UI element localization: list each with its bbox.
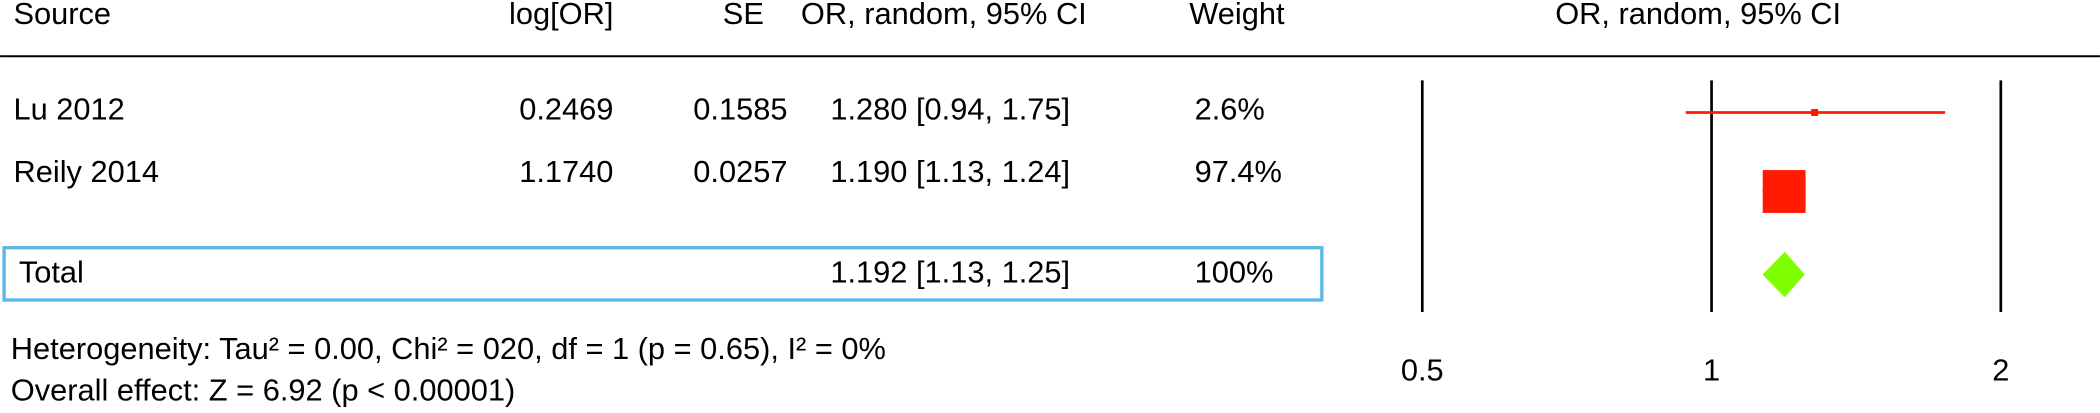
study-se: 0.0257 [693,154,787,189]
overall-effect-note: Overall effect: Z = 6.92 (p < 0.00001) [11,373,515,408]
study-or-ci: 1.190 [1.13, 1.24] [830,154,1070,189]
study-weight: 97.4% [1195,154,1282,189]
study-or-ci: 1.280 [0.94, 1.75] [830,91,1070,126]
total-box [2,246,1324,302]
x-tick-label: 0.5 [1401,352,1444,387]
header-log-or: log[OR] [509,0,613,31]
total-source: Total [19,255,84,290]
header-or-ci: OR, random, 95% CI [801,0,1087,31]
study-log-or: 1.1740 [519,154,613,189]
study-source: Reily 2014 [13,154,159,189]
total-weight: 100% [1195,255,1274,290]
study-weight: 2.6% [1195,91,1265,126]
header-se: SE [723,0,764,31]
header-weight: Weight [1189,0,1285,31]
study-source: Lu 2012 [13,91,124,126]
study-se: 0.1585 [693,91,787,126]
plot-title: OR, random, 95% CI [1555,0,1841,31]
study-square [1762,170,1806,213]
heterogeneity-note: Heterogeneity: Tau² = 0.00, Chi² = 020, … [11,331,886,366]
x-tick-label: 1 [1703,352,1720,387]
x-tick-label: 2 [1992,352,2009,387]
total-or-ci: 1.192 [1.13, 1.25] [830,255,1070,290]
header-source: Source [13,0,111,31]
study-square [1811,108,1819,116]
total-diamond [1762,251,1805,298]
study-log-or: 0.2469 [519,91,613,126]
